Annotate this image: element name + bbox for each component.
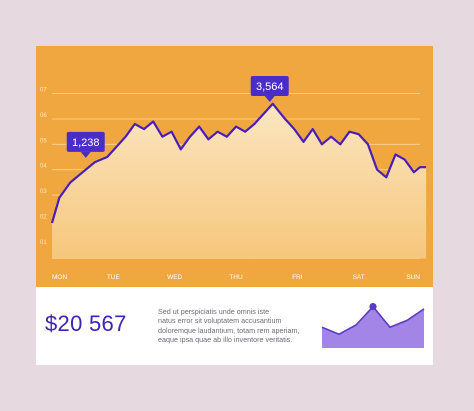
- y-tick-label: 03: [40, 189, 47, 195]
- callout-pointer: [80, 151, 91, 158]
- description-line: doloremque laudantium, totam rem aperiam…: [158, 325, 300, 335]
- total-value: $20 567: [45, 311, 127, 336]
- y-tick-label: 01: [40, 240, 47, 246]
- series-area: [52, 103, 427, 259]
- callout-box: [66, 131, 105, 152]
- x-tick-label: SAT: [353, 274, 365, 281]
- callout-label: 1,238: [72, 137, 100, 149]
- callout-box: [250, 76, 289, 97]
- callout-label: 3,564: [256, 81, 284, 93]
- x-tick-label: WED: [167, 274, 182, 281]
- y-tick-label: 06: [40, 113, 47, 119]
- x-tick-label: THU: [229, 274, 243, 281]
- mini-point-marker: [369, 303, 377, 311]
- annotations: 1,238 3,564: [66, 76, 289, 158]
- callout-pointer: [264, 96, 275, 103]
- y-axis: 01 02 03 04 05 06 07: [40, 88, 47, 246]
- x-tick-label: TUE: [107, 274, 121, 281]
- description-line: natus error sit voluptatem accusantium: [158, 316, 282, 326]
- x-axis: MON TUE WED THU FRI SAT SUN: [52, 274, 420, 281]
- x-tick-label: MON: [52, 274, 67, 281]
- y-tick-label: 04: [40, 164, 47, 170]
- chart-panel: 01 02 03 04 05 06 07 MON TUE WED THU FRI SAT SUN 1,2…: [36, 46, 433, 287]
- callout: 1,238: [66, 131, 105, 158]
- description-line: eaque ipsa quae ab illo inventore verita…: [158, 335, 293, 345]
- summary-panel: $20 567 Sed ut perspiciatis unde omnis i…: [36, 287, 433, 365]
- callout: 3,564: [250, 76, 289, 103]
- mini-area-chart: [321, 303, 425, 348]
- mini-series-area: [322, 306, 424, 348]
- main-area-chart: 01 02 03 04 05 06 07 MON TUE WED THU FRI SAT SUN 1,2…: [40, 76, 427, 281]
- description-text: Sed ut perspiciatis unde omnis iste natu…: [158, 307, 318, 345]
- dashboard-card: 01 02 03 04 05 06 07 MON TUE WED THU FRI SAT SUN 1,2…: [36, 46, 433, 365]
- series-line: [50, 102, 427, 224]
- description-line: Sed ut perspiciatis unde omnis iste: [158, 307, 270, 316]
- x-tick-label: SUN: [406, 274, 420, 281]
- y-tick-label: 05: [40, 138, 47, 144]
- y-tick-label: 07: [40, 88, 47, 94]
- y-tick-label: 02: [40, 214, 47, 220]
- x-tick-label: FRI: [292, 274, 303, 281]
